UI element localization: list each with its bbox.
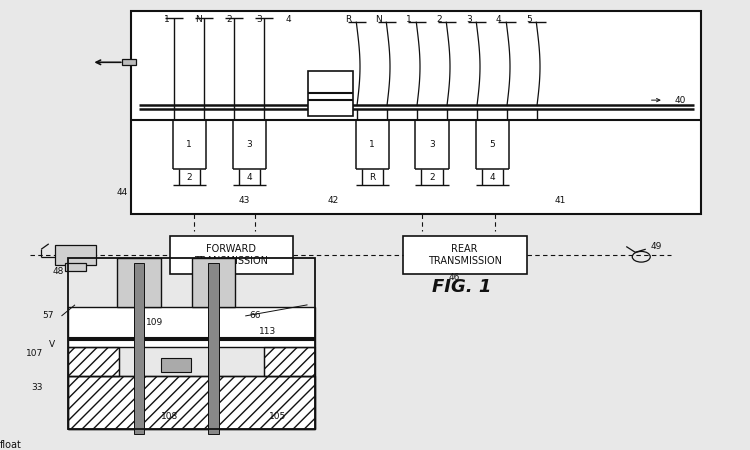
Text: 108: 108 — [161, 413, 178, 422]
Bar — [68, 258, 315, 429]
Text: V: V — [50, 340, 55, 349]
Text: FIG. 1: FIG. 1 — [431, 278, 491, 296]
Text: 47: 47 — [215, 273, 227, 282]
Text: 105: 105 — [268, 413, 286, 422]
Text: 3: 3 — [429, 140, 435, 149]
Text: 43: 43 — [238, 196, 250, 205]
Text: 3: 3 — [466, 15, 472, 24]
Text: 4: 4 — [496, 15, 502, 24]
Bar — [64, 262, 86, 270]
Text: 3: 3 — [256, 15, 262, 24]
Text: N: N — [375, 15, 382, 24]
Bar — [170, 236, 293, 274]
Text: float: float — [0, 440, 22, 450]
Text: 1: 1 — [164, 15, 170, 24]
Text: 40: 40 — [675, 96, 686, 105]
Bar — [264, 347, 315, 376]
Bar — [122, 59, 136, 65]
Text: 2: 2 — [186, 174, 192, 183]
Text: 2: 2 — [436, 15, 442, 24]
Bar — [68, 307, 315, 347]
Text: 41: 41 — [555, 196, 566, 205]
Text: 2: 2 — [226, 15, 232, 24]
Text: 44: 44 — [117, 188, 128, 197]
Bar — [161, 358, 191, 372]
Text: 107: 107 — [26, 349, 43, 358]
Bar — [55, 245, 96, 265]
Bar — [308, 71, 352, 116]
Text: FORWARD
TRANSMISSION: FORWARD TRANSMISSION — [194, 244, 268, 266]
Text: 66: 66 — [249, 311, 260, 320]
Text: 49: 49 — [650, 242, 662, 251]
Text: 46: 46 — [448, 273, 460, 282]
Text: 1: 1 — [369, 140, 375, 149]
Bar — [68, 376, 315, 429]
Text: 57: 57 — [43, 311, 54, 320]
Bar — [131, 11, 701, 214]
Text: 2: 2 — [429, 174, 435, 183]
Text: 3: 3 — [246, 140, 252, 149]
Bar — [68, 376, 315, 429]
Text: R: R — [346, 15, 352, 24]
Bar — [403, 236, 526, 274]
Text: 33: 33 — [32, 382, 43, 392]
Bar — [134, 262, 144, 434]
Bar — [117, 258, 160, 307]
Text: R: R — [369, 174, 375, 183]
Text: 1: 1 — [406, 15, 412, 24]
Text: 4: 4 — [246, 174, 252, 183]
Text: 1: 1 — [186, 140, 192, 149]
Text: 109: 109 — [146, 318, 164, 327]
Text: 5: 5 — [489, 140, 495, 149]
Bar — [264, 347, 315, 376]
Bar — [209, 262, 219, 434]
Bar — [192, 258, 236, 307]
Text: 4: 4 — [489, 174, 495, 183]
Text: 113: 113 — [259, 327, 276, 336]
Text: N: N — [195, 15, 202, 24]
Text: 48: 48 — [53, 267, 64, 276]
Text: REAR
TRANSMISSION: REAR TRANSMISSION — [427, 244, 502, 266]
Text: 5: 5 — [526, 15, 532, 24]
Text: 4: 4 — [285, 15, 291, 24]
Text: 42: 42 — [328, 196, 339, 205]
Bar — [68, 347, 118, 376]
Bar — [68, 347, 118, 376]
